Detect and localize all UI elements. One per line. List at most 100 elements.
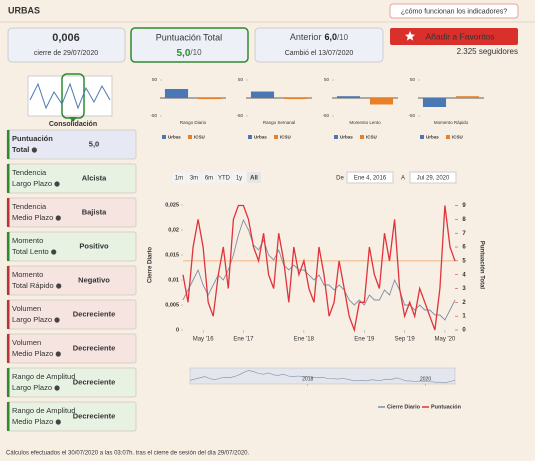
icon-frame: [27, 75, 113, 117]
indicator-value: Alcista: [82, 173, 107, 182]
plot-area: [183, 200, 455, 330]
indicator-value: Decreciente: [73, 343, 116, 352]
y-tick-label: 0: [176, 327, 179, 333]
legend-swatch: [420, 135, 424, 139]
card: [130, 27, 249, 63]
indicator-value: Bajista: [82, 207, 107, 216]
legend-swatch: [274, 135, 278, 139]
bar: [250, 91, 275, 98]
page-title: URBAS: [8, 5, 40, 15]
navigator[interactable]: [189, 367, 456, 385]
followers: 2.325 seguidores: [457, 47, 518, 56]
y2-tick-label: 0: [462, 328, 466, 334]
indicator-label: Largo Plazo: [12, 383, 52, 392]
card-label-main: Anterior: [290, 32, 322, 42]
y-tick-label: 0,025: [165, 202, 179, 208]
indicator-value: Decreciente: [73, 377, 116, 386]
range-button-label: 1y: [236, 176, 242, 182]
indicator-label: Rango de Amplitud: [12, 372, 75, 381]
indicator-label: Largo Plazo: [12, 179, 52, 188]
info-icon: [56, 283, 62, 289]
card-label-suffix: /10: [337, 33, 349, 42]
indicator-label: Medio Plazo: [12, 213, 53, 222]
card-value: 5,0/10: [176, 48, 202, 59]
indicator-label: Puntuación: [12, 134, 53, 143]
legend-swatch: [188, 135, 192, 139]
chart-title: Momento Rápido: [434, 120, 469, 125]
range-button[interactable]: [247, 172, 261, 183]
x-tick-label: Ene '17: [233, 337, 254, 343]
bar: [422, 98, 447, 107]
y2-tick-label: 4: [462, 272, 466, 278]
indicator-label: Momento: [12, 270, 43, 279]
indicator-accent: [7, 402, 10, 431]
chart-title: Momento Lento: [349, 120, 381, 125]
favorite-label: Añadir a Favoritos: [426, 31, 495, 41]
bar: [283, 98, 308, 100]
indicator-label: Volumen: [12, 304, 41, 313]
indicator-label: Medio Plazo: [12, 349, 53, 358]
y2-tick-label: 1: [462, 314, 466, 320]
y-tick-label: 0,015: [165, 252, 179, 258]
from-label: De: [336, 176, 344, 182]
y-tick-label: 0,02: [168, 227, 179, 233]
range-button[interactable]: [217, 172, 231, 183]
indicator-accent: [7, 198, 10, 227]
y-tick-label: 50: [410, 77, 416, 82]
range-button-label: YTD: [218, 176, 231, 182]
indicator-accent: [7, 164, 10, 193]
range-button[interactable]: [187, 172, 201, 183]
bar: [336, 96, 361, 98]
indicator-label: Momento: [12, 236, 43, 245]
indicator-label: Total Lento: [12, 247, 49, 256]
y2-tick-label: 5: [462, 258, 466, 264]
series-line: [182, 218, 456, 321]
y-tick-label: -50: [408, 113, 415, 118]
consolidation-label: Consolidación: [49, 121, 97, 128]
x-tick-label: Ene '18: [294, 337, 315, 343]
info-icon: [55, 215, 61, 221]
range-button-label: 3m: [190, 176, 198, 182]
help-link-box[interactable]: [389, 3, 519, 19]
range-button[interactable]: [172, 172, 186, 183]
indicator-label: Medio Plazo: [12, 417, 53, 426]
icon-arrow: [69, 117, 77, 122]
range-button-label: 1m: [175, 176, 183, 182]
y-tick-label: -50: [150, 113, 157, 118]
indicator-accent: [7, 232, 10, 261]
y-tick-label: 0,005: [165, 302, 179, 308]
indicator-accent: [7, 300, 10, 329]
indicator-accent: [7, 130, 10, 159]
indicator-label: Tendencia: [12, 202, 47, 211]
indicator-label: Volumen: [12, 338, 41, 347]
legend-label: Urbas: [426, 135, 439, 140]
card-label: Anterior 6,0/10: [290, 32, 349, 42]
y-tick-label: -50: [236, 113, 243, 118]
card-label: Puntuación Total: [156, 32, 222, 42]
favorite-button[interactable]: [390, 28, 518, 45]
card-label-value: 6,0: [324, 32, 337, 42]
indicator-value: Decreciente: [73, 309, 116, 318]
y-tick-label: -50: [322, 113, 329, 118]
x-tick-label: Sep '19: [395, 337, 416, 343]
info-icon: [31, 147, 37, 153]
card-value: 0,006: [52, 32, 80, 44]
date-input[interactable]: [409, 171, 457, 184]
legend-swatch: [248, 135, 252, 139]
footer-note: Cálculos efectuados el 30/07/2020 a las …: [6, 451, 249, 457]
legend-label: ICSU: [280, 135, 291, 140]
range-button[interactable]: [232, 172, 246, 183]
indicator-value: 5,0: [89, 139, 99, 148]
legend-label: Puntuación: [431, 404, 462, 410]
legend-swatch: [446, 135, 450, 139]
legend-swatch: [360, 135, 364, 139]
y2-tick-label: 2: [462, 300, 466, 306]
from-date: Ene 4, 2016: [354, 176, 387, 182]
range-button[interactable]: [202, 172, 216, 183]
legend-swatch: [162, 135, 166, 139]
date-input[interactable]: [346, 171, 394, 184]
card-sub: Cambió el 13/07/2020: [285, 50, 354, 57]
legend-label: ICSU: [366, 135, 377, 140]
card: [7, 27, 126, 63]
